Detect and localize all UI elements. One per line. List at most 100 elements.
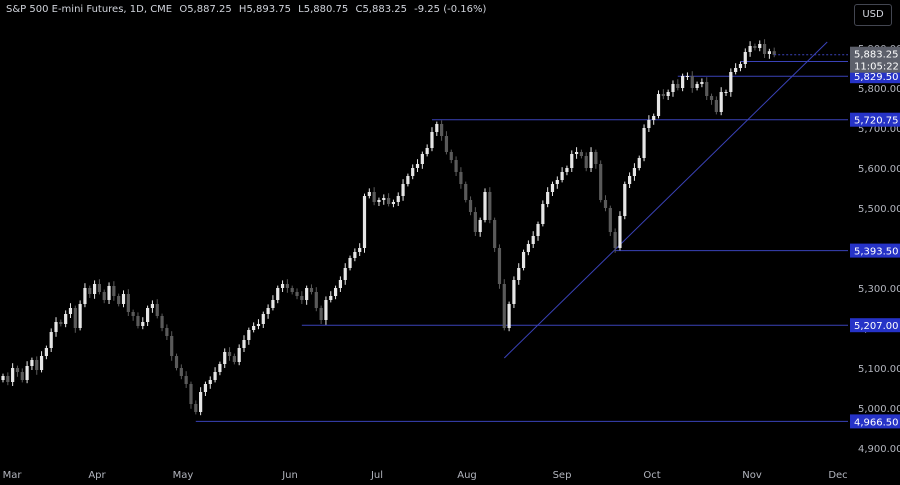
candle-body — [78, 304, 82, 328]
candle-body — [541, 204, 545, 224]
candle — [15, 365, 20, 377]
candle — [353, 248, 357, 262]
symbol-title[interactable]: S&P 500 E-mini Futures, 1D, CME — [6, 4, 173, 15]
candle-body — [546, 192, 550, 204]
candle — [117, 293, 121, 307]
candle — [237, 344, 241, 366]
candle-body — [39, 356, 44, 370]
candle — [165, 324, 169, 340]
candle-body — [632, 168, 637, 176]
candle — [459, 167, 463, 189]
candle-body — [88, 288, 92, 294]
candle-body — [35, 360, 39, 370]
candle-body — [666, 92, 670, 96]
candle-body — [613, 232, 617, 248]
level-price-label: 5,207.00 — [850, 318, 900, 333]
candle — [295, 288, 299, 300]
low-value: 5,880.75 — [303, 4, 349, 15]
candle — [628, 172, 632, 188]
candle — [348, 255, 352, 271]
candle — [136, 312, 140, 329]
candle — [473, 207, 477, 236]
candle — [179, 364, 183, 380]
candle-body — [565, 168, 569, 172]
candle-body — [324, 300, 328, 320]
candle — [1, 373, 5, 383]
candle-body — [146, 308, 150, 322]
candle-body — [208, 380, 212, 384]
candle-body — [483, 192, 487, 220]
candle-body — [734, 68, 738, 72]
candle-body — [391, 202, 396, 204]
candle-body — [367, 192, 371, 196]
candle — [656, 90, 661, 119]
candle-body — [676, 84, 680, 88]
time-axis[interactable]: Mar Apr May Jun Jul Aug Sep Oct Nov Dec — [3, 470, 848, 481]
candle — [78, 300, 82, 331]
candle-body — [444, 136, 449, 152]
price-tick-label: 5,100.00 — [858, 364, 900, 375]
candle — [285, 279, 289, 293]
candle — [184, 371, 188, 388]
candle-body — [213, 372, 217, 380]
candle — [579, 149, 583, 159]
candle-body — [743, 52, 747, 64]
candle — [309, 284, 314, 295]
candle-body — [425, 148, 429, 154]
candle-body — [174, 356, 179, 368]
candle — [107, 282, 111, 304]
level-label-bg — [850, 414, 900, 429]
candle — [714, 96, 718, 115]
candle-body — [700, 82, 704, 84]
candle-body — [656, 94, 661, 116]
time-tick-label: Dec — [828, 470, 847, 481]
time-tick-label: Jul — [370, 470, 383, 481]
candle — [690, 71, 694, 93]
candle — [25, 361, 29, 384]
candle-body — [97, 284, 101, 292]
candle — [367, 188, 371, 199]
trendline — [503, 41, 828, 359]
candle — [613, 228, 617, 253]
candle-body — [261, 314, 265, 324]
candle-body — [285, 284, 289, 288]
candle-body — [276, 288, 280, 300]
candle-body — [652, 116, 656, 120]
candle — [30, 357, 34, 370]
candle — [276, 285, 280, 304]
candle — [507, 301, 511, 332]
currency-button[interactable]: USD — [854, 4, 892, 26]
candle-body — [536, 224, 540, 236]
candle — [435, 121, 439, 136]
candle-body — [468, 200, 473, 212]
candle-body — [623, 184, 627, 216]
time-tick-label: May — [173, 470, 194, 481]
candle — [526, 240, 530, 256]
candle — [358, 243, 362, 256]
candle — [88, 285, 92, 298]
candle-body — [685, 76, 690, 77]
high-value: 5,893.75 — [246, 4, 291, 15]
candle — [415, 159, 420, 172]
candle — [68, 303, 73, 318]
time-tick-label: Apr — [88, 470, 106, 481]
level-price-label: 4,966.50 — [850, 414, 900, 429]
candle — [227, 347, 232, 361]
candle — [280, 280, 285, 292]
candle — [83, 283, 87, 308]
candle-body — [338, 280, 342, 288]
candle-body — [695, 84, 699, 88]
candle — [521, 249, 526, 271]
candle — [329, 291, 333, 303]
candle-body — [738, 64, 743, 68]
candle-body — [329, 296, 333, 300]
level-label-text: 4,966.50 — [854, 417, 899, 428]
candle — [536, 221, 540, 241]
candle-body — [343, 268, 347, 280]
candle — [121, 290, 126, 308]
candle-body — [1, 376, 5, 380]
candle — [64, 310, 68, 328]
candle-body — [6, 376, 10, 382]
candle-body — [247, 330, 251, 340]
